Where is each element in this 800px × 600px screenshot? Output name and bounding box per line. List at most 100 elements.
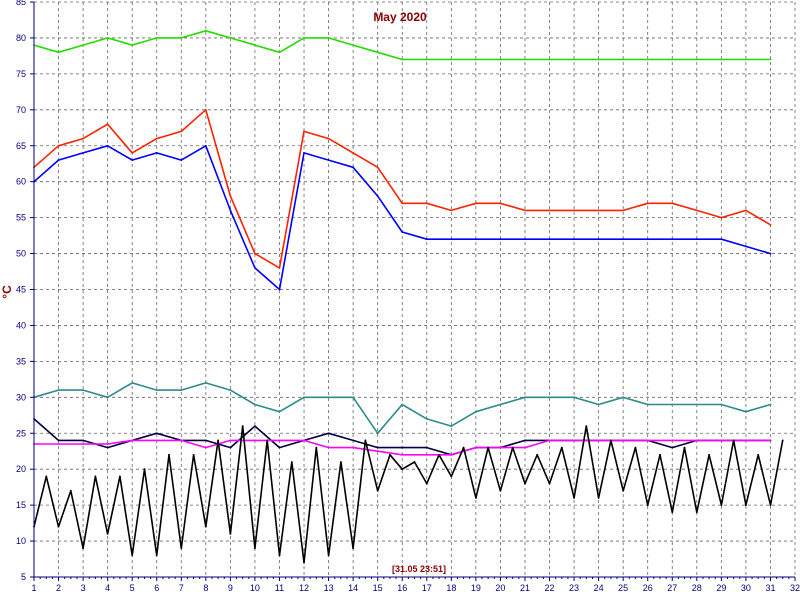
series-3-point	[475, 238, 477, 241]
series-2-point	[401, 202, 404, 205]
y-tick-label: 35	[16, 356, 26, 366]
series-6-point	[401, 453, 404, 456]
series-2-point	[695, 209, 698, 212]
y-tick-label: 80	[16, 33, 26, 43]
series-2-point	[303, 130, 305, 133]
y-tick-label: 10	[16, 536, 26, 546]
x-tick-label: 1	[31, 583, 36, 593]
series-2-point	[229, 195, 232, 198]
series-7-point	[499, 489, 502, 492]
series-1-point	[499, 58, 502, 61]
series-3-point	[597, 238, 600, 241]
series-7-point	[376, 489, 379, 492]
series-1-point	[745, 58, 747, 61]
y-tick-label: 65	[16, 141, 26, 151]
x-tick-label: 6	[154, 583, 159, 593]
series-4-point	[352, 439, 354, 442]
series-5-point	[425, 418, 428, 420]
series-5-point	[204, 382, 207, 384]
series-7-point	[732, 439, 735, 442]
series-3-point	[548, 238, 551, 241]
series-6-point	[622, 439, 625, 442]
series-2-point	[720, 216, 723, 219]
x-tick-label: 14	[348, 583, 358, 593]
series-7-point	[69, 489, 72, 492]
series-7-point	[278, 554, 281, 557]
series-1-point	[425, 58, 428, 61]
series-7-point	[229, 533, 232, 535]
y-tick-label: 85	[16, 0, 26, 7]
series-7-point	[364, 439, 367, 442]
x-tick-label: 22	[545, 583, 555, 593]
series-3-point	[376, 195, 379, 198]
series-7-point	[781, 439, 784, 442]
series-1-point	[769, 58, 772, 61]
series-7-point	[438, 453, 440, 456]
series-7-point	[573, 497, 575, 499]
series-6-point	[720, 439, 723, 442]
series-5-point	[376, 432, 379, 435]
x-tick-label: 29	[716, 583, 726, 593]
y-tick-label: 20	[16, 464, 26, 474]
series-6-point	[204, 446, 207, 449]
series-1-point	[646, 58, 649, 61]
y-tick-label: 15	[16, 500, 26, 510]
series-7-point	[180, 547, 183, 550]
series-3-point	[499, 238, 502, 241]
series-6-point	[254, 439, 256, 442]
series-6-point	[524, 446, 526, 449]
series-7-point	[106, 533, 109, 535]
series-3-point	[352, 166, 354, 169]
series-6-point	[155, 439, 158, 442]
series-5-point	[327, 396, 330, 399]
y-tick-label: 45	[16, 285, 26, 295]
x-tick-label: 11	[275, 583, 284, 593]
series-3-point	[671, 238, 674, 241]
series-7-point	[340, 461, 342, 463]
series-7-point	[413, 461, 416, 463]
series-1-point	[622, 58, 625, 61]
series-1-point	[475, 58, 477, 61]
series-7-point	[622, 489, 625, 492]
series-7-point	[610, 439, 612, 442]
series-5-point	[646, 403, 649, 406]
series-5-point	[769, 403, 772, 406]
series-7-point	[769, 504, 772, 506]
series-7-point	[450, 475, 453, 478]
series-1-point	[376, 51, 379, 54]
series-6-point	[278, 439, 281, 442]
timestamp-annotation: [31.05 23:51]	[392, 564, 446, 574]
series-7-point	[241, 425, 244, 427]
series-2-point	[278, 267, 281, 269]
series-1-point	[573, 58, 575, 61]
series-6-point	[229, 439, 232, 442]
x-tick-label: 5	[130, 583, 135, 593]
x-tick-label: 20	[495, 583, 505, 593]
series-5-point	[57, 389, 60, 391]
series-5-point	[548, 396, 551, 399]
series-layer	[33, 29, 784, 564]
series-5-point	[82, 389, 84, 391]
x-tick-label: 15	[373, 583, 383, 593]
series-6-point	[695, 439, 698, 442]
series-7-point	[82, 547, 84, 550]
series-7-point	[204, 525, 207, 528]
series-7-point	[352, 547, 354, 550]
series-6-point	[548, 439, 551, 442]
series-5-point	[131, 382, 134, 384]
series-3-point	[573, 238, 575, 241]
series-5-point	[450, 425, 453, 427]
series-1-point	[524, 58, 526, 61]
series-1-point	[278, 51, 281, 54]
series-7-point	[487, 446, 489, 449]
series-1-point	[229, 37, 232, 39]
series-2-point	[548, 209, 551, 212]
series-5-point	[352, 396, 354, 399]
series-1-point	[303, 37, 305, 39]
x-tick-label: 28	[692, 583, 702, 593]
series-6-point	[671, 439, 674, 442]
series-7-point	[425, 482, 428, 485]
series-2-point	[131, 152, 134, 154]
